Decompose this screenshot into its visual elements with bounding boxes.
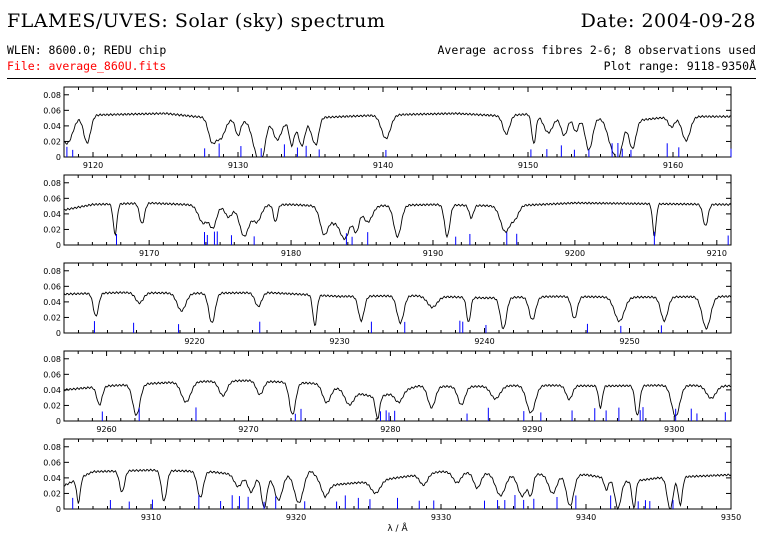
y-tick-label: 0.04 — [43, 122, 61, 131]
x-tick-label: 9130 — [228, 161, 248, 170]
spectrum-line — [63, 201, 732, 241]
y-tick-label: 0 — [56, 417, 61, 426]
y-tick-label: 0.04 — [43, 474, 61, 483]
spectrum-panel-4: 0 0.02 0.04 0.06 0.08 9260 9270 9280 9290 9300 — [43, 350, 732, 434]
y-tick-label: 0.04 — [43, 298, 61, 307]
y-tick-label: 0.08 — [43, 179, 61, 188]
plot-range: Plot range: 9118-9350Å — [603, 59, 756, 73]
wavelength-setting: WLEN: 8600.0; REDU chip — [7, 43, 167, 57]
y-tick-label: 0.02 — [43, 137, 61, 146]
spectrum-line — [63, 111, 732, 158]
y-tick-label: 0 — [56, 241, 61, 250]
x-tick-label: 9230 — [329, 337, 349, 346]
y-tick-label: 0.04 — [43, 210, 61, 219]
x-tick-label: 9300 — [664, 425, 684, 434]
header-divider — [7, 78, 756, 79]
spectrum-panel-5: 0 0.02 0.04 0.06 0.08 9310 9320 9330 9340 9350 — [43, 438, 741, 522]
x-tick-label: 9350 — [721, 513, 741, 522]
spectrum-line — [63, 468, 732, 511]
x-tick-label: 9140 — [373, 161, 393, 170]
y-tick-label: 0 — [56, 505, 61, 514]
x-tick-label: 9150 — [518, 161, 538, 170]
y-tick-label: 0.06 — [43, 370, 61, 379]
y-tick-label: 0.06 — [43, 194, 61, 203]
x-tick-label: 9270 — [238, 425, 258, 434]
spectrum-line — [63, 379, 732, 420]
y-tick-label: 0.04 — [43, 386, 61, 395]
x-tick-label: 9290 — [522, 425, 542, 434]
spectrum-panel-2: 0 0.02 0.04 0.06 0.08 9170 9180 9190 9200 9210 — [43, 174, 732, 258]
plot-frame — [63, 350, 732, 422]
x-tick-label: 9170 — [139, 249, 159, 258]
plot-frame — [63, 174, 732, 246]
page-title: FLAMES/UVES: Solar (sky) spectrum — [7, 10, 386, 32]
x-axis-label: λ / Å — [387, 522, 408, 534]
y-tick-label: 0.06 — [43, 106, 61, 115]
y-tick-label: 0 — [56, 153, 61, 162]
y-tick-label: 0.02 — [43, 225, 61, 234]
y-tick-label: 0.02 — [43, 489, 61, 498]
x-tick-label: 9340 — [576, 513, 596, 522]
x-tick-label: 9220 — [184, 337, 204, 346]
y-tick-label: 0.02 — [43, 401, 61, 410]
x-tick-label: 9250 — [619, 337, 639, 346]
x-tick-label: 9260 — [96, 425, 116, 434]
x-tick-label: 9190 — [423, 249, 443, 258]
y-tick-label: 0.08 — [43, 355, 61, 364]
x-tick-label: 9160 — [663, 161, 683, 170]
x-tick-label: 9210 — [707, 249, 727, 258]
spectrum-line — [63, 291, 732, 331]
file-name: File: average_860U.fits — [7, 59, 167, 73]
averaging-note: Average across fibres 2-6; 8 observation… — [437, 43, 757, 57]
y-tick-label: 0.08 — [43, 91, 61, 100]
x-tick-label: 9120 — [83, 161, 103, 170]
x-tick-label: 9200 — [565, 249, 585, 258]
spectrum-panel-1: 0 0.02 0.04 0.06 0.08 9120 9130 9140 9150 9160 — [43, 86, 732, 170]
x-tick-label: 9330 — [431, 513, 451, 522]
spectrum-panel-3: 0 0.02 0.04 0.06 0.08 9220 9230 9240 9250 — [43, 262, 732, 346]
x-tick-label: 9280 — [380, 425, 400, 434]
y-tick-label: 0 — [56, 329, 61, 338]
y-tick-label: 0.08 — [43, 443, 61, 452]
y-tick-label: 0.02 — [43, 313, 61, 322]
x-tick-label: 9320 — [286, 513, 306, 522]
x-tick-label: 9310 — [141, 513, 161, 522]
y-tick-label: 0.08 — [43, 267, 61, 276]
x-tick-label: 9180 — [281, 249, 301, 258]
y-tick-label: 0.06 — [43, 458, 61, 467]
observation-date: Date: 2004-09-28 — [580, 10, 756, 32]
y-tick-label: 0.06 — [43, 282, 61, 291]
x-tick-label: 9240 — [474, 337, 494, 346]
